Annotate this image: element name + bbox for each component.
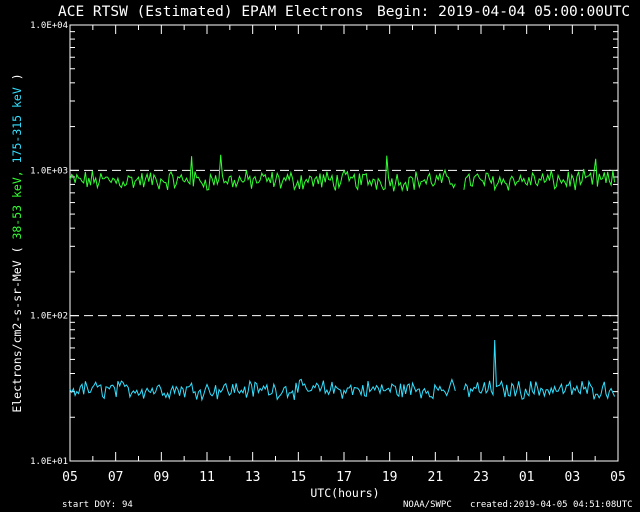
x-tick-label: 01 (519, 470, 535, 485)
y-axis-label-paren-close: ) (10, 73, 24, 80)
y-axis-series-1-name: 38-53 keV (10, 177, 24, 239)
start-doy-value: 94 (122, 500, 133, 510)
x-tick-label: 03 (565, 470, 581, 485)
start-doy-label: start DOY: (62, 500, 116, 510)
y-tick-label: 1.0E+04 (30, 21, 68, 31)
x-tick-label: 09 (154, 470, 170, 485)
y-tick-label: 1.0E+01 (30, 457, 68, 467)
x-tick-label: 23 (473, 470, 489, 485)
x-tick-label: 17 (336, 470, 352, 485)
x-tick-label: 19 (382, 470, 398, 485)
series-line-1 (463, 158, 616, 192)
chart-title: ACE RTSW (Estimated) EPAM Electrons (58, 4, 364, 20)
reference-lines (70, 169, 618, 317)
series-lines (69, 154, 616, 402)
x-tick-label: 11 (199, 470, 215, 485)
y-axis-label-paren-open: ( (10, 246, 24, 253)
axis-ticks (69, 25, 619, 462)
series-line-1 (69, 154, 456, 193)
x-tick-label: 15 (291, 470, 307, 485)
series-line-2 (69, 377, 456, 402)
x-tick-label: 05 (610, 470, 626, 485)
series-line-2 (463, 339, 616, 400)
x-tick-label: 21 (428, 470, 444, 485)
y-tick-labels: 1.0E+01 1.0E+02 1.0E+03 1.0E+04 (30, 21, 68, 467)
x-tick-label: 13 (245, 470, 261, 485)
y-axis-label: Electrons/cm2-s-sr-MeV ( 38-53 keV, 175-… (10, 73, 24, 412)
x-tick-label: 07 (108, 470, 124, 485)
y-tick-label: 1.0E+02 (30, 312, 68, 322)
source-label: NOAA/SWPC (403, 500, 452, 510)
begin-label: Begin: 2019-04-04 05:00:00UTC (377, 4, 630, 20)
x-tick-labels: 05 07 09 11 13 15 17 19 21 23 01 03 05 (62, 470, 626, 485)
y-axis-label-text: Electrons/cm2-s-sr-MeV (10, 260, 24, 412)
created-label: created:2019-04-05 04:51:08UTC (470, 500, 633, 510)
y-axis-series-2-name: 175-315 keV (10, 87, 24, 163)
x-axis-label: UTC(hours) (310, 486, 379, 500)
y-tick-label: 1.0E+03 (30, 166, 68, 176)
x-tick-label: 05 (62, 470, 78, 485)
plot-frame (69, 24, 619, 462)
